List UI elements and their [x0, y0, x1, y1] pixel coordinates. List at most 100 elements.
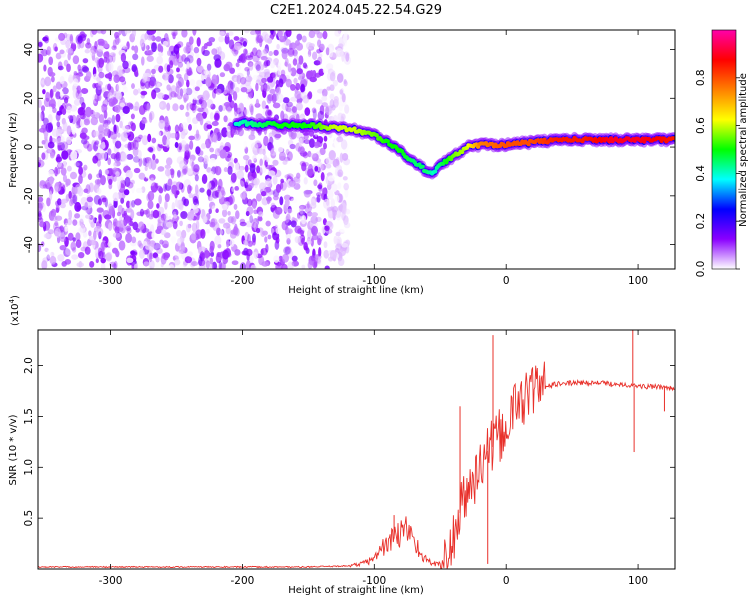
heatmap-cell	[137, 149, 142, 159]
heatmap-cell	[40, 241, 45, 247]
heatmap-cell	[43, 130, 49, 138]
heatmap-cell	[188, 124, 192, 131]
heatmap-cell	[312, 109, 317, 120]
heatmap-cell	[331, 183, 338, 193]
heatmap-cell	[108, 178, 113, 185]
heatmap-cell	[64, 226, 69, 232]
heatmap-cell	[303, 139, 311, 145]
heatmap-cell	[182, 168, 188, 174]
ridge-core-cell	[352, 126, 357, 131]
heatmap-cell	[174, 124, 180, 134]
heatmap-cell	[270, 150, 277, 159]
heatmap-cell	[98, 250, 104, 260]
heatmap-cell	[74, 213, 81, 219]
heatmap-cell	[275, 236, 280, 244]
heatmap-cell	[126, 102, 133, 108]
heatmap-cell	[120, 131, 128, 142]
heatmap-cell	[282, 97, 290, 104]
heatmap-cell	[206, 63, 212, 71]
heatmap-cell	[328, 47, 334, 58]
heatmap-cell	[150, 74, 155, 80]
heatmap-cell	[139, 38, 145, 48]
heatmap-cell	[323, 142, 327, 150]
heatmap-cell	[56, 110, 63, 116]
heatmap-cell	[309, 198, 316, 208]
heatmap-cell	[46, 197, 51, 207]
heatmap-cell	[285, 148, 290, 156]
heatmap-cell	[143, 72, 151, 78]
heatmap-cell	[208, 37, 216, 43]
heatmap-cell	[158, 187, 164, 194]
heatmap-cell	[281, 263, 288, 269]
colorbar-tick-label: 0.6	[695, 117, 707, 134]
heatmap-cell	[280, 110, 285, 121]
heatmap-cell	[166, 131, 172, 140]
heatmap-cell	[43, 233, 50, 239]
heatmap-cell	[124, 264, 129, 269]
heatmap-cell	[223, 167, 228, 173]
heatmap-cell	[242, 40, 247, 47]
heatmap-cell	[179, 88, 184, 97]
heatmap-cell	[160, 172, 167, 181]
heatmap-cell	[315, 216, 322, 223]
heatmap-cell	[72, 194, 78, 204]
heatmap-cell	[277, 30, 283, 38]
x-tick-label: 100	[628, 275, 648, 287]
heatmap-cell	[83, 118, 91, 126]
heatmap-cell	[138, 105, 146, 116]
heatmap-cell	[314, 141, 321, 147]
heatmap-cell	[129, 200, 133, 209]
heatmap-cell	[341, 93, 346, 103]
heatmap-cell	[108, 98, 115, 107]
y-tick-label: 0	[23, 144, 35, 151]
ridge-core-cell	[640, 136, 645, 141]
heatmap-cell	[73, 162, 80, 167]
heatmap-cell	[94, 140, 100, 145]
heatmap-cell	[179, 160, 187, 170]
heatmap-cell	[68, 190, 72, 199]
heatmap-cell	[115, 113, 121, 123]
heatmap-cell	[265, 220, 271, 227]
heatmap-cell	[319, 147, 326, 156]
heatmap-cell	[343, 33, 348, 44]
heatmap-cell	[218, 218, 226, 224]
heatmap-cell	[139, 226, 146, 234]
heatmap-cell	[174, 251, 183, 260]
heatmap-cell	[50, 215, 58, 222]
heatmap-cell	[66, 105, 72, 114]
heatmap-cell	[337, 257, 345, 267]
heatmap-cell	[77, 64, 81, 71]
heatmap-cell	[317, 162, 324, 173]
heatmap-cell	[57, 254, 65, 262]
heatmap-cell	[64, 259, 72, 265]
x-tick-label: -100	[362, 575, 386, 587]
heatmap-cell	[149, 259, 155, 269]
heatmap-cell	[300, 84, 305, 93]
heatmap-cell	[296, 33, 303, 41]
heatmap-cell	[196, 57, 202, 67]
heatmap-cell	[61, 150, 69, 160]
heatmap-cell	[94, 179, 101, 185]
heatmap-cell	[128, 220, 134, 227]
heatmap-cell	[217, 46, 222, 56]
heatmap-cell	[309, 69, 314, 77]
heatmap-cell	[144, 50, 152, 56]
heatmap-cell	[120, 144, 125, 151]
heatmap-cell	[286, 151, 293, 161]
y-tick-label: -40	[23, 236, 35, 253]
colorbar-gradient	[712, 30, 736, 269]
y-tick-label: 1.5	[23, 408, 35, 425]
heatmap-cell	[285, 107, 292, 113]
heatmap-cell	[275, 79, 280, 86]
heatmap-cell	[244, 164, 249, 173]
heatmap-cell	[107, 157, 112, 166]
heatmap-cell	[282, 40, 287, 49]
colorbar-frame	[711, 29, 737, 270]
heatmap-cell	[209, 157, 216, 163]
heatmap-cell	[100, 241, 105, 253]
heatmap-cell	[165, 221, 173, 228]
heatmap-cell	[156, 30, 161, 36]
heatmap-cell	[49, 97, 56, 108]
heatmap-cell	[327, 175, 335, 182]
